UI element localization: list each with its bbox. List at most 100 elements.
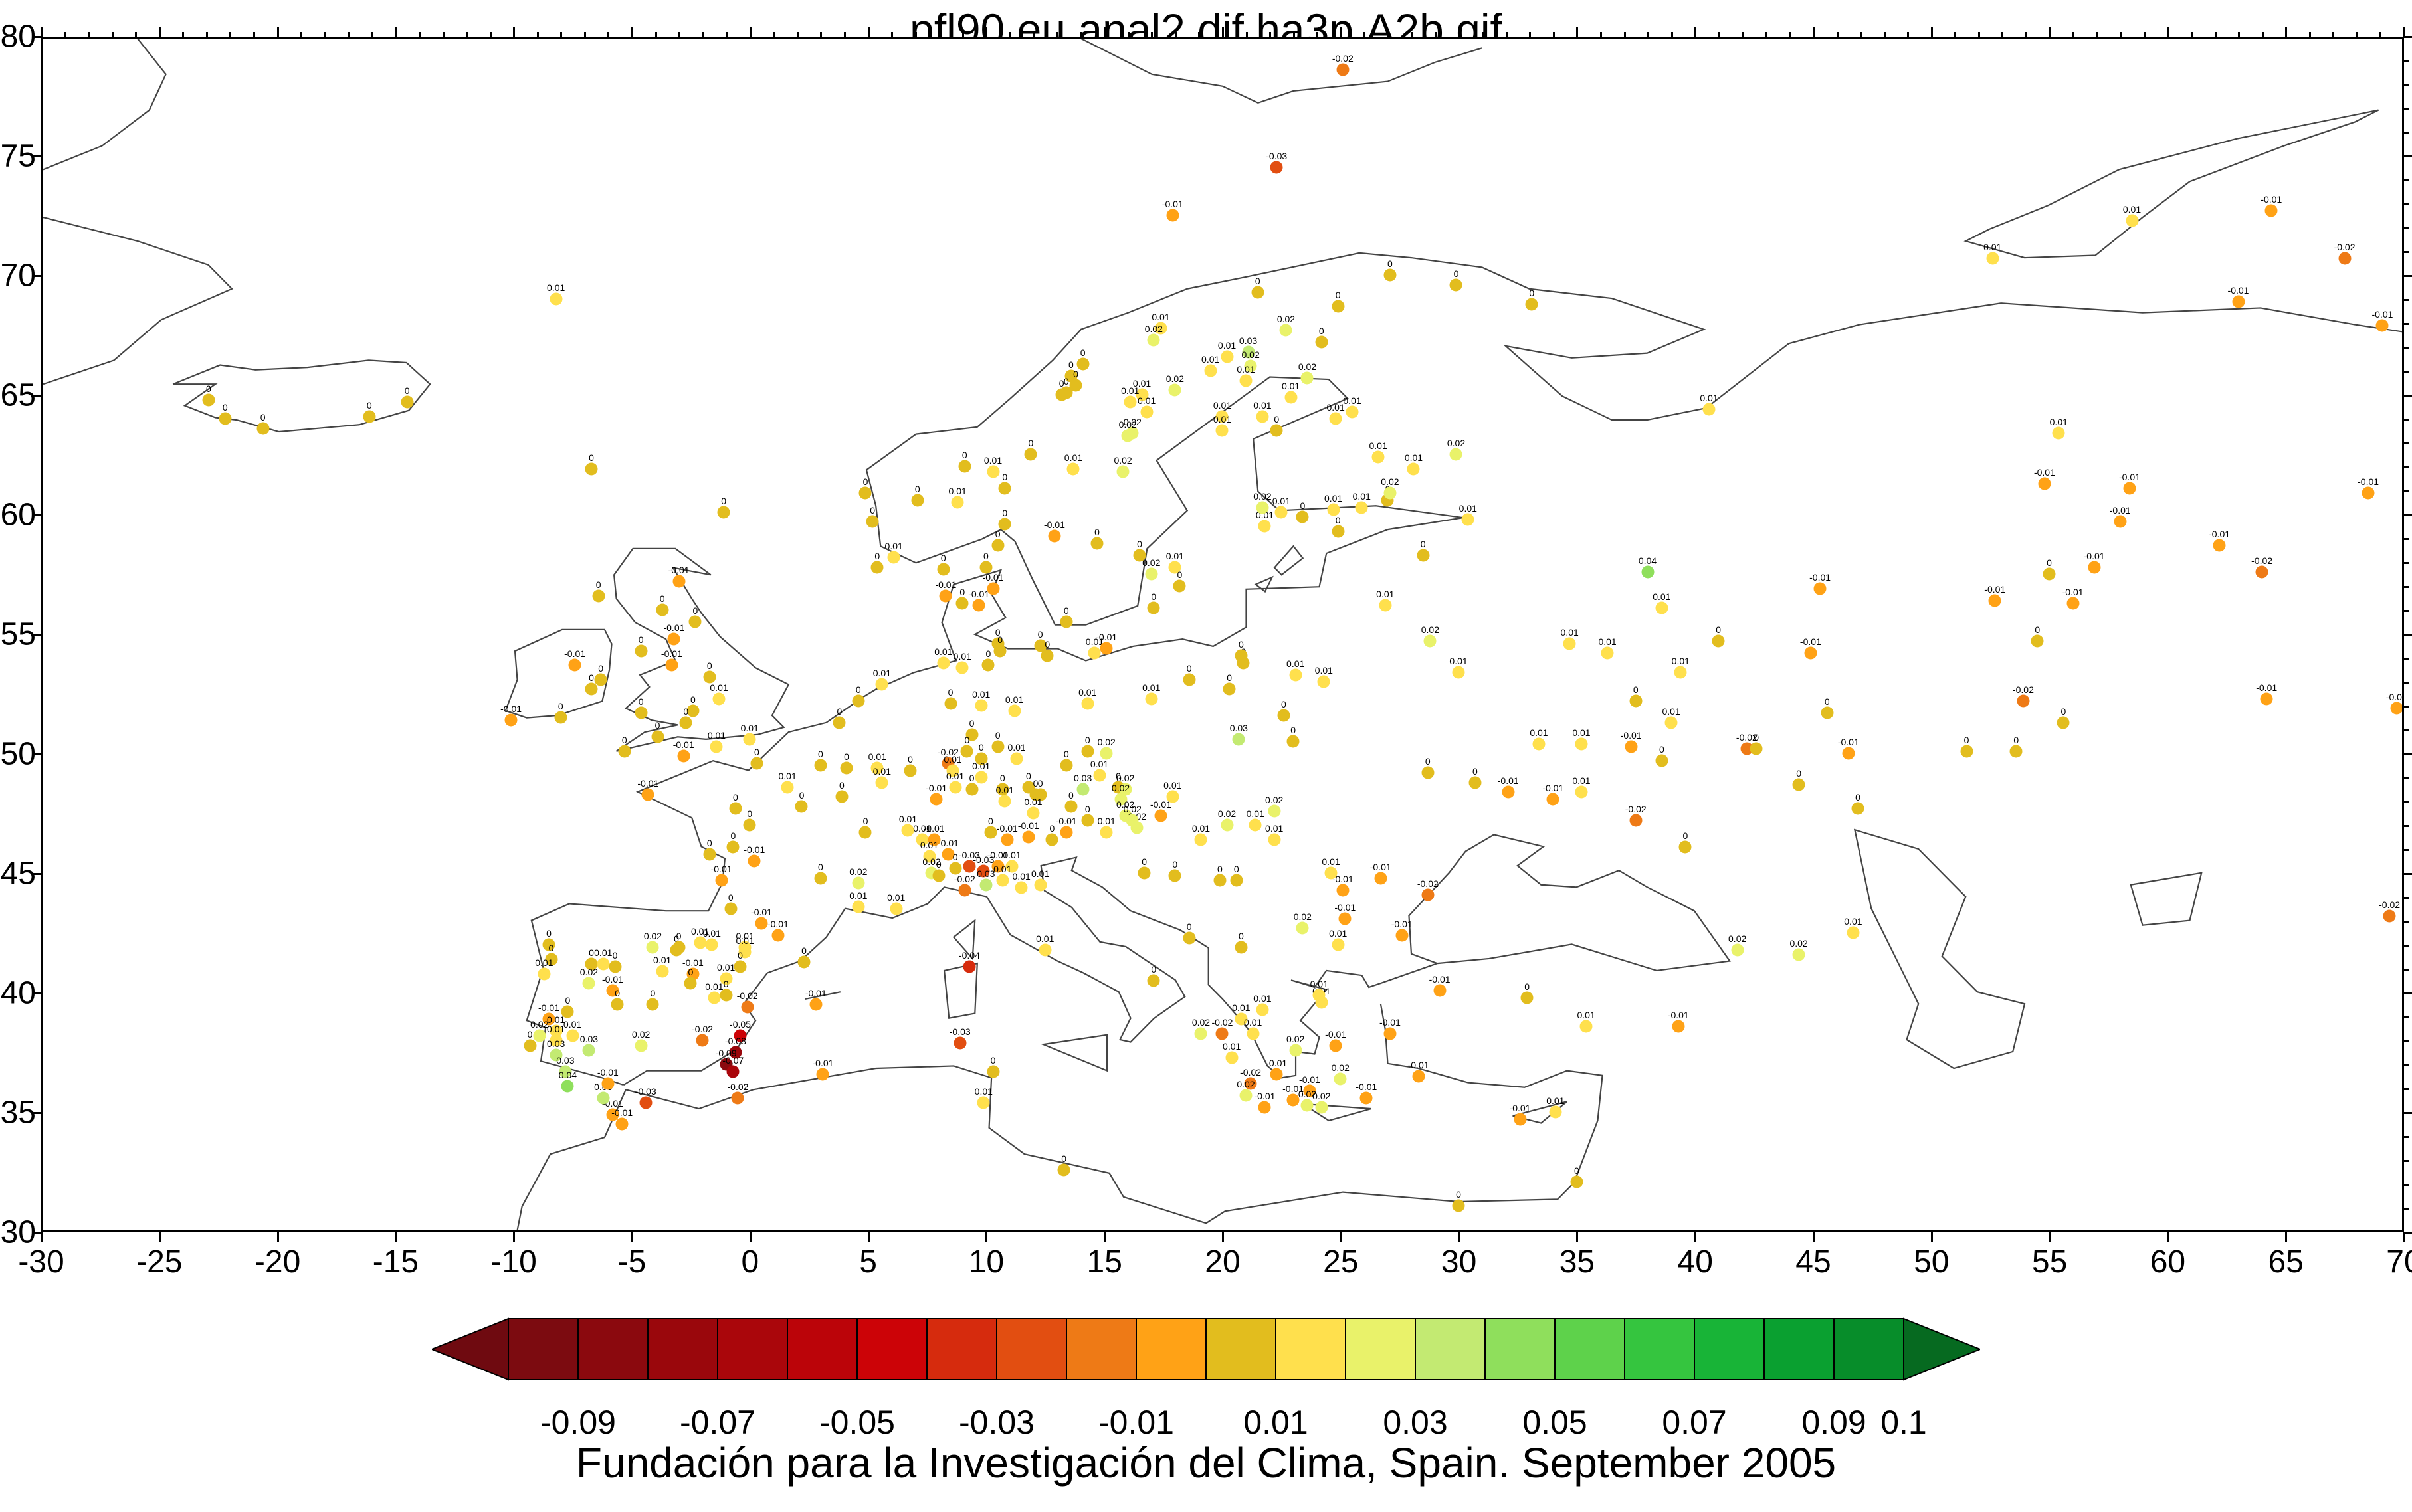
data-point	[635, 706, 648, 719]
data-point-value-label: -0.01	[751, 907, 772, 917]
data-point-value-label: 0.02	[1276, 314, 1296, 325]
tick-mark	[1789, 32, 1791, 37]
data-point	[814, 759, 827, 772]
data-point	[724, 902, 738, 915]
data-point-value-label: 0	[1063, 375, 1069, 387]
data-point	[2043, 567, 2056, 581]
data-point-value-label: 0	[1420, 538, 1426, 549]
tick-mark	[583, 32, 586, 37]
data-point	[720, 989, 733, 1002]
data-point	[550, 1034, 563, 1047]
data-point	[1138, 866, 1151, 880]
data-point	[866, 515, 879, 528]
data-point-value-label: 0	[818, 861, 823, 872]
data-point-value-label: 0.01	[1671, 656, 1690, 666]
data-point-value-label: 0.01	[535, 957, 553, 968]
data-point-value-label: 0	[1037, 777, 1043, 789]
data-point-value-label: 0	[589, 452, 594, 463]
data-point	[561, 1005, 574, 1018]
data-point-value-label: -0.01	[1299, 1074, 1320, 1085]
data-point-value-label: -0.01	[682, 957, 704, 968]
data-point-value-label: 0.03	[1239, 335, 1258, 346]
data-point	[559, 1065, 572, 1078]
data-point	[1960, 745, 1973, 758]
data-point-value-label: -0.01	[744, 844, 765, 856]
data-point	[1417, 549, 1430, 562]
data-point	[1336, 63, 1350, 76]
tick-mark	[1977, 32, 1980, 37]
data-point-value-label: 0	[1300, 500, 1306, 511]
data-point	[694, 936, 707, 949]
tick-mark	[1340, 1232, 1342, 1242]
data-point-value-label: 0	[2047, 557, 2052, 569]
data-point	[1575, 737, 1588, 751]
europe-coastline-map	[43, 39, 2402, 1230]
data-point-value-label: 0.01	[948, 486, 967, 497]
data-point	[1300, 371, 1314, 385]
data-point-value-label: -0.01	[767, 919, 789, 929]
data-point	[1064, 800, 1078, 813]
data-point-value-label: -0.02	[954, 873, 975, 884]
data-point	[672, 941, 686, 954]
data-point-value-label: 0	[688, 967, 694, 977]
data-point-value-label: 0.01	[702, 928, 721, 939]
data-point	[1088, 646, 1101, 660]
data-point	[2255, 565, 2268, 579]
data-point	[1060, 615, 1073, 628]
colorbar-cell	[1136, 1318, 1207, 1380]
data-point-value-label: 0	[659, 593, 665, 605]
data-point-value-label: -0.01	[1332, 873, 1354, 884]
data-point-value-label: 0.02	[1253, 490, 1272, 502]
data-point	[566, 1029, 579, 1042]
tick-mark	[2403, 1232, 2405, 1242]
data-point	[686, 704, 700, 717]
colorbar-cell	[996, 1318, 1067, 1380]
data-point	[1336, 884, 1350, 897]
data-point	[1215, 1027, 1229, 1040]
data-point	[1324, 866, 1338, 880]
data-point-value-label: 0	[1824, 696, 1830, 708]
data-point-value-label: 0	[638, 634, 644, 645]
data-point-value-label: 0.01	[1097, 816, 1116, 827]
data-point	[960, 745, 973, 758]
data-point-value-label: -0.02	[2012, 684, 2034, 696]
data-point-value-label: 0	[1796, 768, 1801, 779]
data-point	[923, 850, 936, 863]
colorbar-cell	[856, 1318, 928, 1380]
data-point	[1173, 579, 1186, 593]
data-point	[1093, 769, 1106, 782]
data-point	[1332, 938, 1345, 951]
data-point-value-label: -0.01	[1055, 816, 1077, 827]
tick-mark	[2356, 32, 2358, 37]
data-point	[2338, 252, 2352, 265]
tick-mark	[2404, 1040, 2409, 1042]
data-point	[975, 699, 988, 712]
data-point	[1005, 860, 1019, 873]
data-point	[975, 771, 988, 784]
data-point	[219, 412, 232, 425]
data-point-value-label: 0.01	[1572, 775, 1591, 786]
data-point	[955, 597, 969, 610]
data-point	[734, 960, 747, 973]
data-point-value-label: 0	[1529, 287, 1535, 298]
y-axis-tick-label: 50	[0, 736, 36, 772]
data-point-value-label: 0.01	[913, 823, 932, 834]
y-axis-tick-label: 70	[0, 258, 36, 294]
data-point	[1001, 833, 1014, 846]
tick-mark	[513, 1232, 516, 1242]
data-point	[1268, 833, 1281, 846]
data-point-value-label: -0.01	[2261, 194, 2282, 205]
data-point-value-label: 0	[1025, 770, 1031, 781]
tick-mark	[2404, 753, 2412, 755]
data-point	[538, 967, 551, 981]
data-point-value-label: 0.01	[1662, 706, 1680, 717]
tick-mark	[2404, 179, 2409, 181]
data-point	[1750, 742, 1763, 755]
tick-mark	[135, 32, 138, 37]
tick-mark	[2404, 490, 2409, 492]
data-point	[890, 902, 903, 915]
tick-mark	[1694, 1232, 1697, 1242]
data-point	[958, 884, 971, 897]
data-point-value-label: 0.02	[1142, 557, 1161, 569]
data-point	[2038, 477, 2051, 490]
